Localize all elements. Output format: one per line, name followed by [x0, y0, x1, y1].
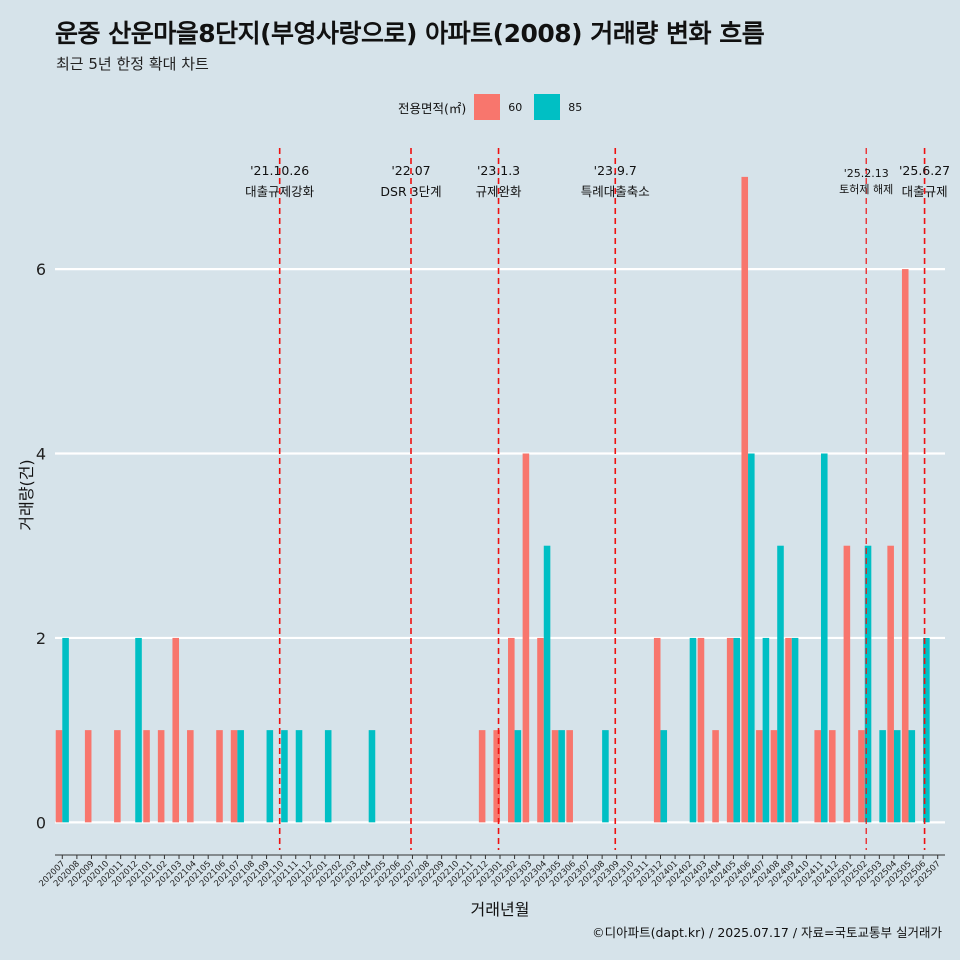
bar-60-202305: [551, 730, 559, 823]
x-axis-title: 거래년월: [471, 900, 530, 919]
bar-85-202503: [879, 730, 886, 823]
y-tick-label-6: 6: [36, 260, 46, 279]
bar-85-202201: [324, 730, 332, 823]
bar-60-202504: [887, 545, 894, 823]
legend-key-60: [474, 94, 501, 120]
bar-60-202304: [537, 637, 544, 823]
bar-85-202506: [923, 637, 930, 823]
bar-85-202405: [733, 637, 741, 823]
bar-60-202301: [493, 730, 500, 823]
y-tick-label-4: 4: [36, 445, 46, 464]
bar-60-202102: [157, 730, 165, 823]
legend: 전용면적(㎡) 60 85: [398, 93, 594, 121]
legend-label-85: 85: [568, 100, 583, 114]
event-date-4: '25.2.13: [844, 167, 889, 180]
bar-60-202505: [901, 269, 909, 823]
bar-85-202110: [281, 730, 288, 823]
bar-60-202303: [522, 453, 530, 823]
bar-60-202007: [55, 730, 63, 823]
bar-85-202312: [660, 730, 668, 823]
bar-60-202212: [478, 730, 486, 823]
bar-60-202104: [187, 730, 194, 823]
legend-label-60: 60: [508, 100, 523, 114]
event-date-2: '23.1.3: [477, 163, 520, 178]
bar-85-202304: [543, 545, 551, 823]
bar-60-202312: [653, 637, 661, 823]
event-label-1: DSR 3단계: [380, 184, 441, 199]
bar-60-202011: [114, 730, 121, 823]
bar-60-202302: [508, 637, 515, 823]
bar-85-202505: [908, 730, 916, 823]
y-axis-title: 거래량(건): [17, 459, 36, 530]
event-label-2: 규제완화: [476, 184, 523, 199]
event-label-4: 토허제 해제: [839, 182, 893, 196]
event-date-1: '22.07: [391, 163, 430, 178]
event-date-5: '25.6.27: [899, 163, 950, 178]
event-date-3: '23.9.7: [594, 163, 637, 178]
bar-60-202107: [230, 730, 238, 823]
event-label-5: 대출규제: [902, 184, 948, 199]
bar-85-202409: [791, 637, 799, 823]
event-label-3: 특례대출축소: [581, 184, 650, 199]
bar-85-202204: [368, 730, 376, 823]
bar-85-202302: [514, 730, 522, 823]
bar-85-202411: [820, 453, 828, 823]
source-caption: ©디아파트(dapt.kr) / 2025.07.17 / 자료=국토교통부 실…: [592, 925, 942, 940]
bar-85-202007: [62, 637, 69, 823]
bar-85-202012: [135, 637, 142, 823]
bar-60-202411: [814, 730, 821, 823]
bar-60-202409: [785, 637, 792, 823]
legend-title: 전용면적(㎡): [398, 100, 467, 116]
chart-subtitle: 최근 5년 한정 확대 차트: [56, 55, 209, 73]
bar-60-202408: [770, 730, 778, 823]
bar-85-202305: [558, 730, 565, 823]
bar-85-202504: [893, 730, 901, 823]
bar-85-202408: [777, 545, 784, 823]
bar-60-202009: [84, 730, 92, 823]
event-date-0: '21.10.26: [250, 163, 309, 178]
bar-60-202106: [216, 730, 223, 823]
bar-85-202111: [295, 730, 303, 823]
bar-60-202407: [756, 730, 763, 823]
chart-title: 운중 산운마을8단지(부영사랑으로) 아파트(2008) 거래량 변화 흐름: [55, 19, 765, 48]
bar-60-202306: [566, 730, 573, 823]
bar-85-202502: [864, 545, 872, 823]
bar-85-202402: [689, 637, 697, 823]
bar-60-202404: [712, 730, 719, 823]
bar-85-202109: [266, 730, 274, 823]
bar-85-202107: [237, 730, 244, 823]
bar-60-202406: [741, 176, 749, 823]
bar-60-202502: [858, 730, 865, 823]
bar-60-202501: [843, 545, 851, 823]
bar-85-202406: [748, 453, 755, 823]
event-label-0: 대출규제강화: [245, 184, 315, 199]
y-tick-label-2: 2: [36, 629, 46, 648]
bar-60-202101: [143, 730, 150, 823]
bar-60-202412: [829, 730, 836, 823]
y-tick-label-0: 0: [36, 813, 46, 832]
bar-60-202405: [726, 637, 734, 823]
legend-key-85: [534, 94, 561, 120]
bar-60-202403: [697, 637, 705, 823]
bar-85-202407: [762, 637, 770, 823]
bar-85-202308: [602, 730, 609, 823]
bar-60-202103: [172, 637, 180, 823]
